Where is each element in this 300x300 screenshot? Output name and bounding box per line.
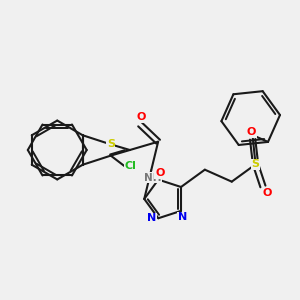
Text: S: S xyxy=(252,159,260,170)
Text: O: O xyxy=(137,112,146,122)
Text: O: O xyxy=(263,188,272,198)
Text: N: N xyxy=(178,212,187,222)
Text: O: O xyxy=(155,168,164,178)
Text: Cl: Cl xyxy=(125,161,136,171)
Text: S: S xyxy=(107,140,115,149)
Text: O: O xyxy=(247,127,256,137)
Text: N: N xyxy=(147,213,157,223)
Text: NH: NH xyxy=(144,173,161,183)
